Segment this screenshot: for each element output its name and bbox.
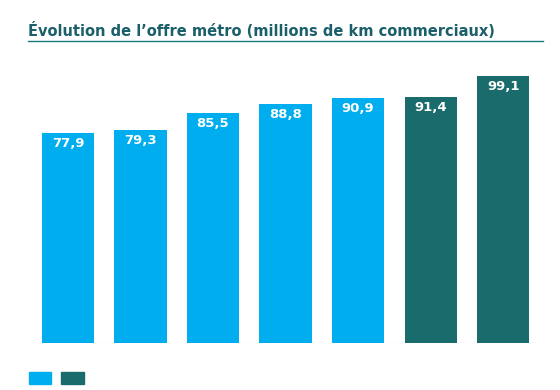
Bar (259, 104, 312, 343)
Text: 91,4: 91,4 (414, 101, 447, 114)
Text: 85,5: 85,5 (197, 117, 230, 130)
Text: 88,8: 88,8 (269, 108, 302, 121)
Bar (42, 133, 94, 343)
Legend: , : , (24, 367, 89, 390)
Bar (477, 76, 529, 343)
Bar (114, 129, 166, 343)
Text: 79,3: 79,3 (124, 133, 157, 147)
Text: Évolution de l’offre métro (millions de km commerciaux): Évolution de l’offre métro (millions de … (28, 22, 495, 39)
Text: 90,9: 90,9 (342, 102, 375, 115)
Bar (332, 98, 384, 343)
Text: 77,9: 77,9 (52, 137, 84, 150)
Bar (187, 113, 239, 343)
Bar (405, 97, 457, 343)
Text: 99,1: 99,1 (487, 80, 520, 93)
